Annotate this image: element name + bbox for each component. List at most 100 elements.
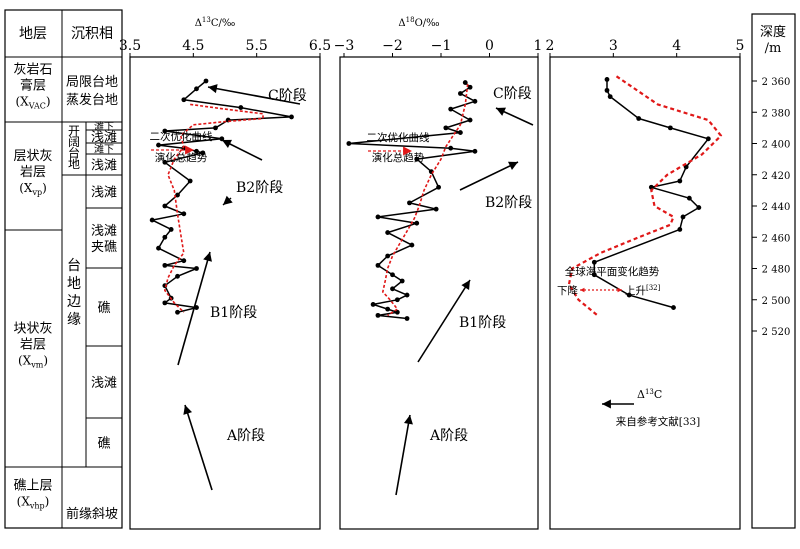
data-point [375, 312, 381, 318]
data-point [696, 205, 702, 210]
x-tick-label: −1 [431, 38, 452, 54]
depth-tick-label: 2 460 [762, 233, 791, 244]
data-point [194, 148, 199, 154]
legend-arrow-right [617, 287, 622, 293]
data-point [604, 77, 610, 82]
data-point [156, 245, 161, 251]
stage-label: B1阶段 [210, 305, 257, 321]
x-tick-label: 2 [546, 38, 555, 54]
legend-label: 演化总趋势 [372, 151, 425, 164]
data-point [203, 78, 209, 84]
data-point [648, 184, 654, 190]
x-tick-label: −2 [382, 38, 403, 54]
data-point [194, 86, 199, 92]
layer-name: 块状灰岩层 [13, 322, 52, 353]
layer-name: 礁上层 [13, 478, 52, 494]
data-point [677, 178, 683, 184]
legend-arrow-left [580, 287, 585, 293]
trend-arrow-b1-head [461, 280, 470, 290]
stage-label: B2阶段 [485, 195, 532, 211]
data-point [443, 125, 449, 131]
data-point [175, 192, 180, 198]
trend-arrow-b2 [459, 161, 519, 191]
stage-label: C阶段 [268, 88, 307, 104]
sea-level-curve [567, 75, 723, 317]
trend-arrow-a-head [403, 415, 413, 425]
data-point [156, 142, 161, 148]
strat-frame [4, 9, 123, 529]
data-point [370, 302, 376, 307]
x-tick-label: 6.5 [309, 38, 331, 54]
data-point [409, 242, 415, 248]
measured-curve [348, 82, 476, 320]
facies-sub-label: 浅滩 [91, 185, 117, 200]
legend-label: 演化总趋势 [155, 151, 208, 164]
legend-arrow-head [185, 145, 194, 155]
strat-header-facies: 沉积相 [71, 26, 113, 42]
trend-arrow-b1 [177, 251, 211, 366]
strat-header-layer: 地层 [19, 26, 47, 42]
trend-arrow-c [207, 86, 301, 105]
trend-arrow-a-head [183, 405, 193, 415]
data-point [385, 230, 391, 235]
legend-arrow-head [403, 146, 412, 156]
data-point [168, 227, 174, 232]
depth-tick-label: 2 400 [762, 140, 791, 151]
x-tick-label: 3.5 [119, 38, 141, 54]
stage-label: A阶段 [429, 428, 468, 444]
data-point [472, 98, 478, 104]
panel-frame [549, 56, 741, 530]
data-point [162, 128, 168, 134]
data-point [436, 184, 441, 190]
data-point [462, 80, 468, 85]
data-point [200, 150, 206, 156]
data-point [394, 309, 400, 315]
data-point [467, 117, 473, 123]
depth-tick-label: 2 380 [762, 108, 791, 119]
facies-sub-label: 浅滩 [91, 376, 117, 391]
source-note: 来自参考文献[33] [616, 415, 701, 428]
data-point [433, 206, 439, 212]
data-point [162, 300, 168, 306]
data-point [458, 91, 463, 96]
data-point [636, 116, 642, 121]
data-point [385, 306, 391, 312]
sea-level-fall: 下降 [557, 284, 578, 297]
data-point [181, 97, 187, 103]
data-point [607, 94, 613, 100]
data-point [604, 87, 610, 93]
data-point [162, 262, 168, 268]
c13-arrow-head [602, 399, 611, 409]
data-point [175, 309, 180, 315]
x-tick-label: 4 [672, 38, 681, 54]
data-point [680, 214, 686, 220]
axis-title: Δ18O/‰ [398, 16, 439, 29]
facies-sub-label: 浅滩 [91, 158, 117, 173]
depth-axis: 深度/m 2 360 2 380 2 400 2 420 2 440 2 460 2 480 2… [751, 13, 796, 529]
data-point [414, 156, 420, 162]
data-point [472, 148, 478, 154]
data-point [213, 125, 218, 131]
facies-sub-label: 浅滩夹礁 [91, 224, 117, 255]
depth-frame [751, 13, 796, 529]
data-point [238, 105, 244, 110]
trend-arrow-a [395, 414, 411, 496]
panel-1: 3.5 4.5 5.5 6.5 Δ13C/‰ C阶段 B2阶段 B1阶段 A阶段 二次优化曲线演化… [119, 16, 331, 530]
stage-label: A阶段 [226, 428, 265, 444]
x-tick-label: 3 [609, 38, 618, 54]
data-point [591, 259, 597, 265]
facies-platform-margin: 台地边缘 [67, 258, 81, 328]
data-point [162, 203, 168, 209]
axis-title: Δ13C/‰ [195, 16, 236, 29]
data-point [414, 220, 420, 226]
depth-title: 深度/m [760, 24, 786, 56]
x-tick-label: 5 [736, 38, 745, 54]
data-point [677, 227, 683, 232]
data-point [162, 159, 168, 165]
trend-arrow-b2-head [508, 161, 518, 170]
data-point [667, 125, 673, 131]
trend-arrow-a [184, 404, 213, 491]
data-point [289, 114, 294, 120]
